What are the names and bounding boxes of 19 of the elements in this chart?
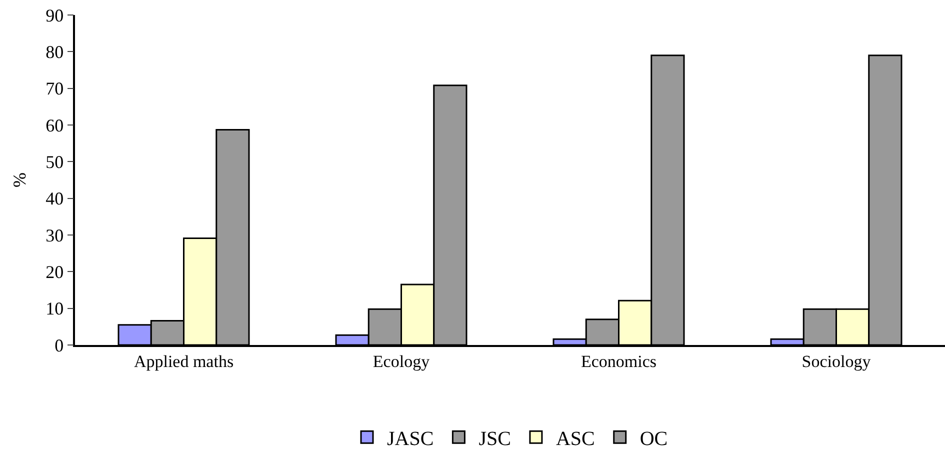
x-tick-label: Ecology bbox=[372, 352, 430, 372]
x-tick-label: Economics bbox=[580, 352, 657, 372]
legend-label: JSC bbox=[478, 428, 511, 450]
y-tick-label: 90 bbox=[46, 5, 64, 26]
x-tick-label: Applied maths bbox=[134, 352, 234, 372]
y-tick-label: 0 bbox=[54, 335, 64, 356]
legend-label: ASC bbox=[556, 428, 595, 450]
y-tick-label: 20 bbox=[46, 262, 64, 282]
x-tick-label: Sociology bbox=[802, 352, 872, 372]
y-tick-label: 40 bbox=[46, 188, 64, 209]
y-tick-label: 10 bbox=[46, 298, 64, 319]
y-tick-label: 80 bbox=[46, 42, 64, 62]
y-tick-label: 70 bbox=[46, 78, 64, 99]
y-axis-title: % bbox=[9, 172, 30, 188]
legend-label: JASC bbox=[387, 428, 434, 450]
y-tick-label: 60 bbox=[46, 115, 64, 136]
y-tick-label: 50 bbox=[46, 152, 64, 172]
legend-label: OC bbox=[640, 428, 668, 450]
y-tick-label: 30 bbox=[46, 225, 64, 246]
